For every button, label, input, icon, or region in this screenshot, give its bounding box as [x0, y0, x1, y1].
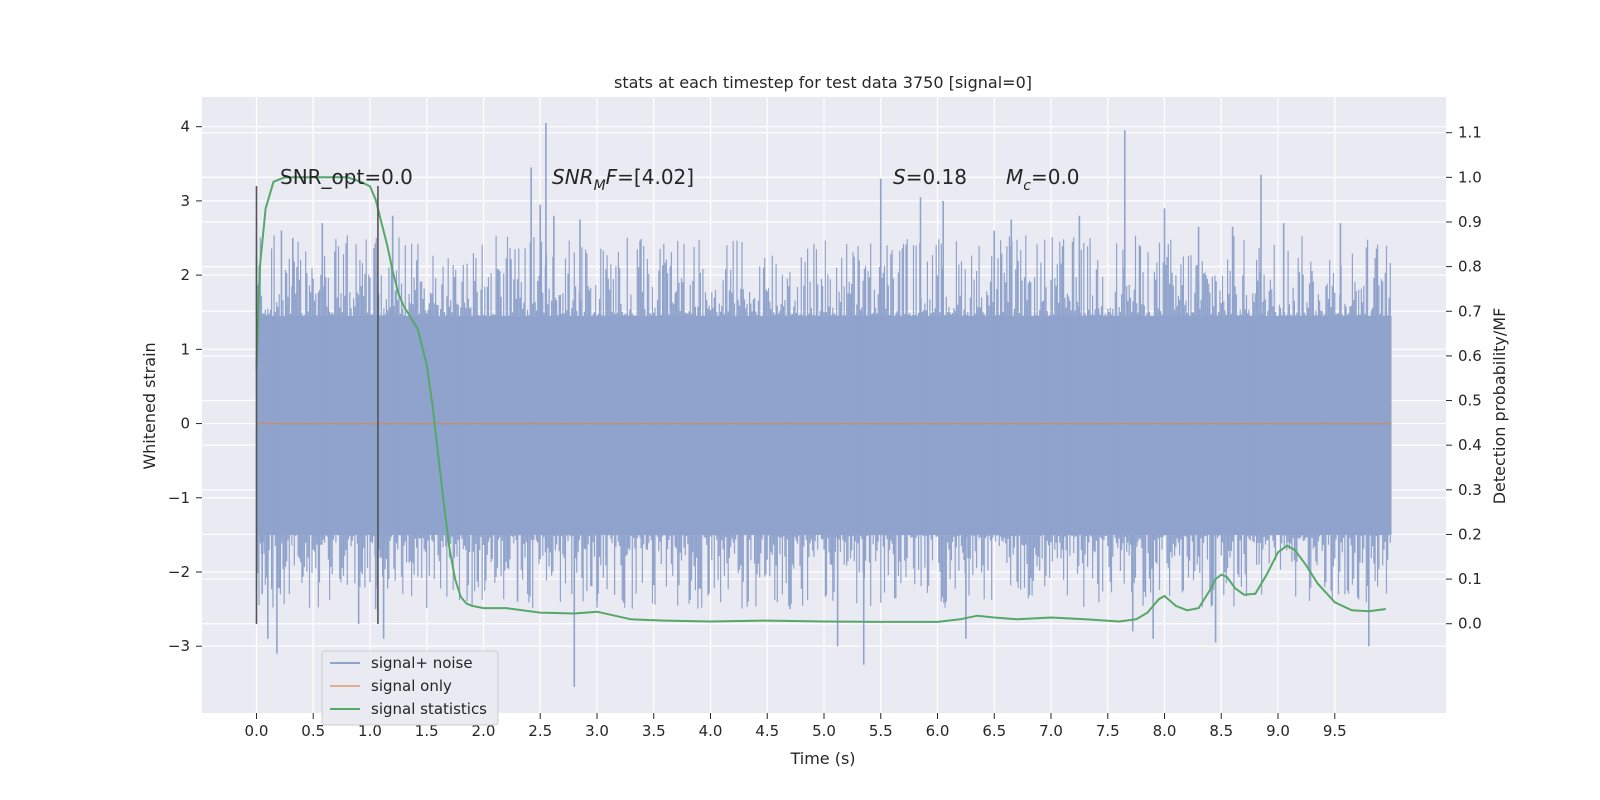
annotation-snr-mf-sub: M [594, 178, 606, 194]
x-tick-label: 5.5 [869, 722, 893, 740]
y-tick-label: 0 [180, 415, 190, 433]
annotation-s-italic: S [893, 165, 906, 189]
series-lines [255, 176, 1392, 623]
x-tick-label: 6.0 [926, 722, 950, 740]
x-tick-label: 1.0 [358, 722, 382, 740]
y2-tick-label: 0.2 [1458, 525, 1482, 543]
y2-tick-label: 0.1 [1458, 570, 1482, 588]
annotation-mc-after: =0.0 [1031, 165, 1080, 189]
legend-label-signal-noise: signal+ noise [371, 654, 473, 672]
x-tick-label: 8.5 [1209, 722, 1233, 740]
y-tick-label: −3 [168, 637, 190, 655]
y-tick-label: −2 [168, 563, 190, 581]
x-tick-label: 9.5 [1323, 722, 1347, 740]
annotation-snr-mf: SNRMF=[4.02] [552, 165, 694, 194]
x-tick-label: 4.0 [699, 722, 723, 740]
y-tick-label: 4 [180, 118, 190, 136]
y2-tick-label: 0.9 [1458, 213, 1482, 231]
legend-box [321, 650, 499, 726]
y-tick-label: 3 [180, 192, 190, 210]
x-tick-label: 6.5 [982, 722, 1006, 740]
x-axis-label: Time (s) [789, 749, 855, 768]
x-tick-label: 1.5 [415, 722, 439, 740]
x-tick-label: 8.0 [1153, 722, 1177, 740]
y-tick-label: 2 [180, 266, 190, 284]
legend: signal+ noise signal only signal statist… [321, 650, 499, 726]
annotation-snr-mf-main: SNR [552, 165, 594, 189]
x-tick-label: 3.0 [585, 722, 609, 740]
chart-title: stats at each timestep for test data 375… [614, 73, 1032, 92]
x-tick-label: 5.0 [812, 722, 836, 740]
axis-ticks: 0.0 0.5 1.0 1.5 2.0 2.5 3.0 3.5 4.0 4.5 5.0 5.5 6.0 6… [168, 118, 1482, 740]
annotation-mc-value: Mc=0.0 [1006, 165, 1080, 194]
x-tick-label: 2.0 [472, 722, 496, 740]
y2-tick-label: 0.7 [1458, 302, 1482, 320]
signal-noise-spikes [255, 122, 1370, 688]
annotation-snr-mf-f: F [606, 165, 618, 189]
y2-tick-label: 0.3 [1458, 481, 1482, 499]
y2-axis-label: Detection probability/MF [1490, 308, 1509, 505]
x-tick-label: 0.0 [245, 722, 269, 740]
x-tick-label: 0.5 [301, 722, 325, 740]
annotation-s-after: =0.18 [906, 165, 967, 189]
x-tick-label: 7.5 [1096, 722, 1120, 740]
annotation-snr-opt: SNR_opt=0.0 [280, 165, 413, 189]
signal-noise-band [255, 235, 1392, 609]
y2-tick-label: 0.8 [1458, 258, 1482, 276]
y-tick-label: 1 [180, 340, 190, 358]
marker-lines [255, 186, 379, 624]
legend-label-signal-only: signal only [371, 677, 452, 695]
y2-tick-label: 0.5 [1458, 392, 1482, 410]
x-tick-label: 4.5 [755, 722, 779, 740]
x-tick-label: 9.0 [1266, 722, 1290, 740]
signal-statistics-line [255, 176, 1386, 623]
x-tick-label: 2.5 [528, 722, 552, 740]
annotation-mc-italic: M [1006, 165, 1023, 189]
y2-tick-label: 0.0 [1458, 615, 1482, 633]
annotation-s-value: S=0.18 [893, 165, 967, 189]
annotation-mc-sub: c [1023, 178, 1031, 194]
annotation-snr-mf-value: =[4.02] [617, 165, 694, 189]
legend-label-signal-statistics: signal statistics [371, 700, 487, 718]
y2-tick-label: 1.1 [1458, 124, 1482, 142]
x-tick-label: 3.5 [642, 722, 666, 740]
y-tick-label: −1 [168, 489, 190, 507]
x-tick-label: 7.0 [1039, 722, 1063, 740]
y2-tick-label: 0.4 [1458, 436, 1482, 454]
y2-tick-label: 1.0 [1458, 168, 1482, 186]
y-axis-label: Whitened strain [140, 342, 159, 469]
y2-tick-label: 0.6 [1458, 347, 1482, 365]
